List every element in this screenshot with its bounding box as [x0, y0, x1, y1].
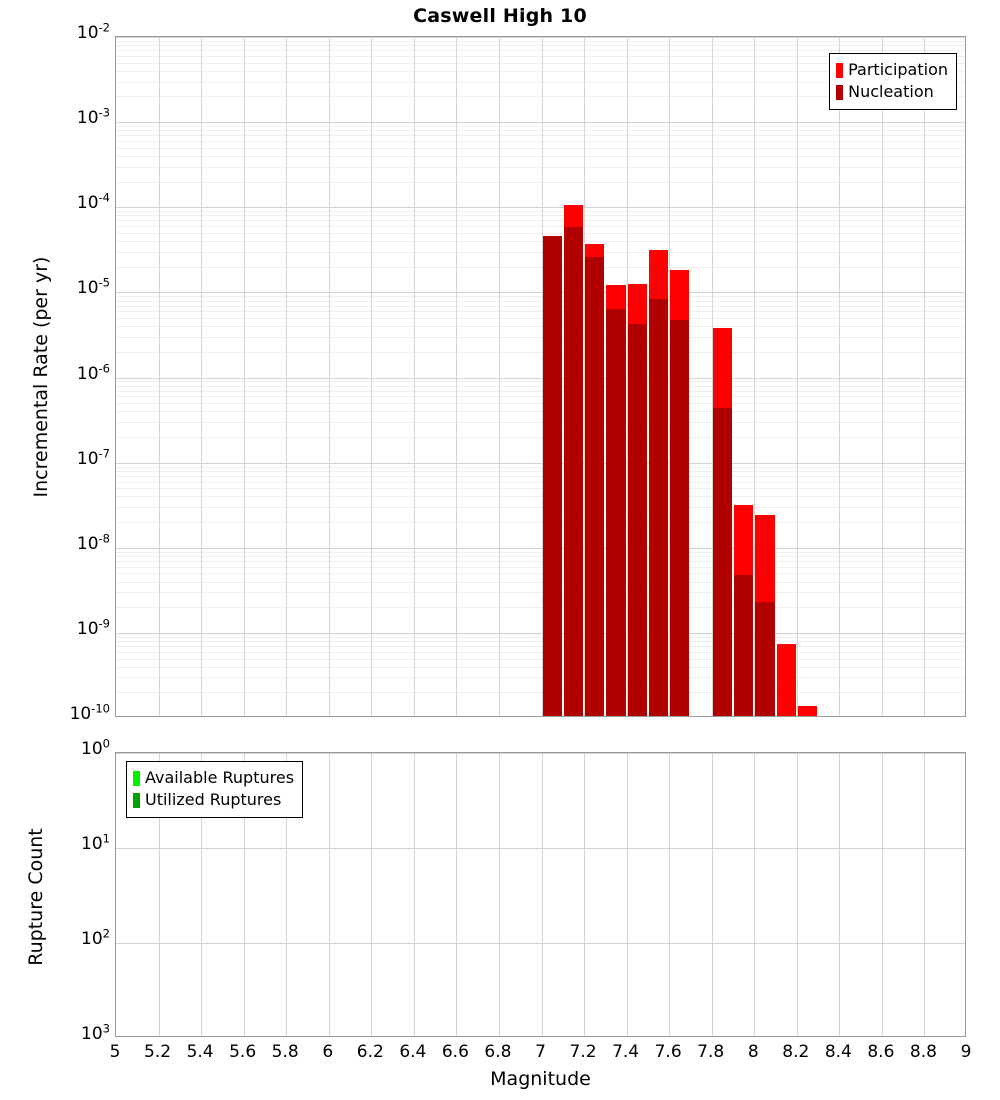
legend-label-available-ruptures: Available Ruptures	[145, 768, 295, 787]
x-tick-label: 8	[747, 1042, 759, 1062]
bar-group	[606, 37, 626, 716]
bar-group	[755, 37, 775, 716]
y-tick-label: 103	[81, 1021, 110, 1044]
bar-segment-participation	[797, 706, 818, 716]
bar-segment-participation	[776, 644, 796, 716]
bar-group	[691, 753, 710, 1036]
bar-group	[563, 37, 584, 716]
x-tick-label: 7.8	[697, 1042, 725, 1062]
bar-group	[840, 753, 859, 1036]
y-tick-label: 10-5	[76, 275, 110, 299]
x-tick-label: 5	[109, 1042, 121, 1062]
bar-segment-nucleation	[563, 227, 584, 716]
y-tick-label: 10-6	[76, 360, 110, 384]
y-tick-label: 10-10	[69, 701, 110, 724]
x-tick-label: 5.6	[229, 1042, 257, 1062]
bottom-chart-y-axis-title: Rupture Count	[25, 828, 47, 966]
x-axis-title: Magnitude	[490, 1068, 591, 1090]
x-tick-label: 6	[322, 1042, 334, 1062]
x-tick-label: 5.4	[186, 1042, 214, 1062]
y-tick-label: 10-8	[76, 531, 110, 554]
page-title: Caswell High 10	[413, 5, 587, 27]
legend-label-participation: Participation	[848, 60, 948, 79]
bar-group	[777, 753, 796, 1036]
bar-segment-nucleation	[585, 256, 605, 716]
bar-group	[585, 37, 605, 716]
bar-group	[543, 753, 562, 1036]
x-tick-label: 6.8	[484, 1042, 512, 1062]
bar-group	[712, 37, 732, 716]
x-tick-label: 7.4	[612, 1042, 640, 1062]
bar-group	[755, 753, 774, 1036]
bar-group	[585, 753, 604, 1036]
x-tick-label: 5.8	[271, 1042, 299, 1062]
x-tick-label: 6.2	[356, 1042, 384, 1062]
y-tick-label: 10-7	[76, 445, 110, 469]
bar-group	[606, 753, 625, 1036]
nucleation-color-swatch	[836, 84, 844, 100]
bar-group	[776, 37, 796, 716]
bar-group	[542, 37, 562, 716]
top-chart-y-axis-title: Incremental Rate (per yr)	[30, 256, 52, 498]
bar-group	[883, 753, 902, 1036]
x-tick-label: 8.2	[782, 1042, 810, 1062]
bar-group	[670, 37, 690, 716]
x-tick-label: 8.6	[867, 1042, 895, 1062]
bar-group	[627, 37, 647, 716]
top-chart-legend: Participation Nucleation	[829, 53, 957, 111]
y-tick-label: 10-2	[76, 20, 110, 43]
legend-label-utilized-ruptures: Utilized Ruptures	[145, 790, 282, 810]
utilized-ruptures-color-swatch	[133, 792, 140, 808]
bar-group	[862, 753, 881, 1036]
x-tick-label: 6.4	[399, 1042, 427, 1062]
bar-group	[649, 753, 668, 1036]
y-tick-label: 100	[81, 736, 110, 759]
bar-group	[713, 753, 732, 1036]
top-chart-plot-area: Participation Nucleation	[115, 36, 966, 717]
x-tick-label: 6.6	[441, 1042, 469, 1062]
y-tick-label: 10-9	[76, 616, 110, 639]
bar-group	[670, 753, 689, 1036]
legend-label-nucleation: Nucleation	[848, 82, 934, 102]
bar-segment-nucleation	[606, 309, 626, 716]
x-tick-label: 7.6	[654, 1042, 682, 1062]
legend-item-utilized-ruptures: Utilized Ruptures	[133, 789, 294, 811]
top-chart-bars	[116, 37, 965, 716]
bar-group	[628, 753, 647, 1036]
bottom-chart-plot-area: Available Ruptures Utilized Ruptures	[115, 752, 966, 1037]
bar-group	[500, 753, 519, 1036]
participation-color-swatch	[836, 62, 844, 78]
bottom-chart-y-tick-labels: 100 101 102 103	[30, 738, 110, 1043]
bar-segment-nucleation	[712, 407, 732, 716]
x-tick-label: 8.8	[909, 1042, 937, 1062]
y-tick-label: 102	[81, 926, 110, 949]
bar-segment-nucleation	[755, 601, 775, 716]
bar-group	[564, 753, 583, 1036]
bar-group	[797, 37, 818, 716]
legend-item-available-ruptures: Available Ruptures	[133, 767, 294, 789]
bar-group	[734, 753, 753, 1036]
x-tick-label: 7.2	[569, 1042, 597, 1062]
top-chart-y-tick-labels: 10-2 10-3 10-4 10-5 10-6 10-7 10-8 10-9 10-10	[30, 22, 110, 723]
y-tick-label: 10-4	[76, 190, 110, 214]
bar-group	[733, 37, 754, 716]
x-tick-label: 9	[960, 1042, 972, 1062]
x-tick-label: 7	[535, 1042, 546, 1062]
bar-group	[819, 753, 838, 1036]
bar-group	[648, 37, 669, 716]
bar-segment-nucleation	[627, 324, 647, 716]
bar-group	[798, 753, 817, 1036]
bottom-chart-legend: Available Ruptures Utilized Ruptures	[126, 761, 304, 819]
bar-segment-nucleation	[733, 575, 754, 716]
y-tick-label: 10-3	[76, 105, 110, 129]
bar-segment-nucleation	[542, 235, 562, 716]
bar-segment-nucleation	[670, 319, 690, 716]
x-tick-label: 5.2	[144, 1042, 172, 1062]
y-tick-label: 101	[81, 831, 110, 854]
x-tick-label: 8.4	[824, 1042, 852, 1062]
legend-item-participation: Participation	[836, 59, 948, 81]
available-ruptures-color-swatch	[133, 770, 140, 786]
legend-item-nucleation: Nucleation	[836, 81, 948, 103]
bar-segment-nucleation	[648, 298, 669, 716]
